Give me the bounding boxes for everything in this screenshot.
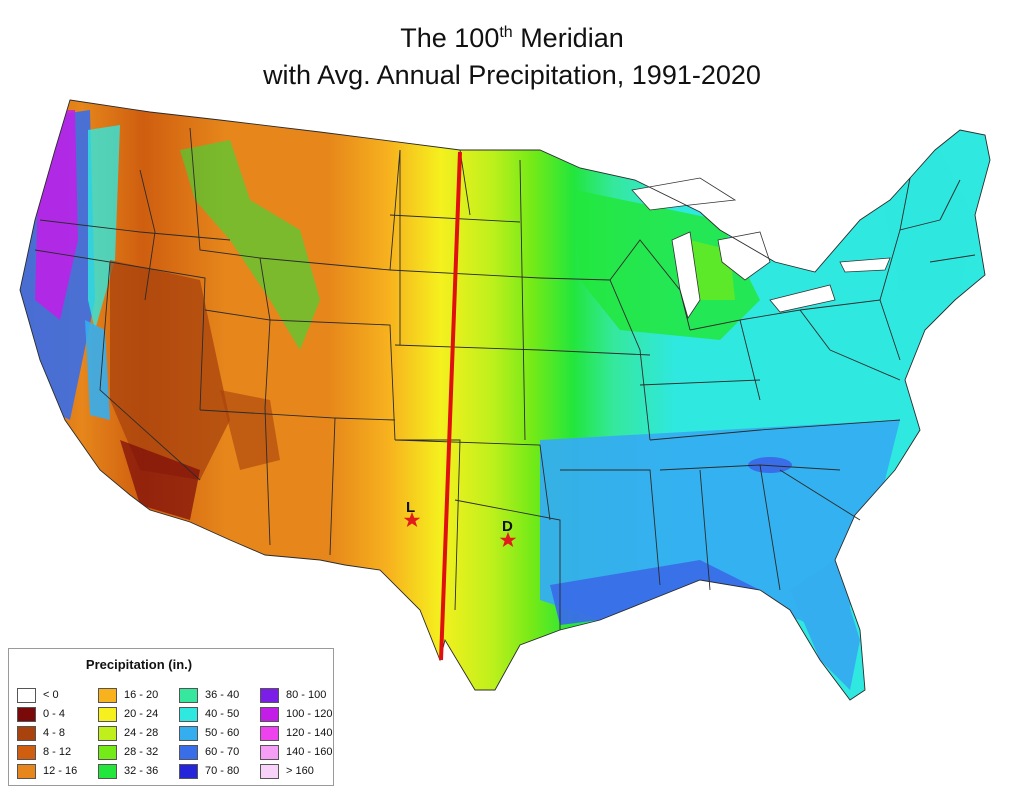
legend-item: > 160 <box>260 763 341 779</box>
legend-item: 80 - 100 <box>260 687 341 703</box>
legend-swatch <box>179 706 198 722</box>
marker-d-label: D <box>502 518 513 535</box>
legend-item: 8 - 12 <box>17 744 98 760</box>
legend-item: 70 - 80 <box>179 763 260 779</box>
legend-swatch <box>179 725 198 741</box>
legend-title: Precipitation (in.) <box>85 657 193 672</box>
legend-item: 100 - 120 <box>260 706 341 722</box>
legend-swatch <box>260 725 279 741</box>
legend-label: 100 - 120 <box>286 708 333 720</box>
star-icon <box>403 512 421 527</box>
legend-item: 120 - 140 <box>260 725 341 741</box>
legend-label: 80 - 100 <box>286 689 327 701</box>
star-icon <box>499 532 517 547</box>
legend-label: 24 - 28 <box>124 727 159 739</box>
legend-swatch <box>98 763 117 779</box>
legend-label: 28 - 32 <box>124 746 159 758</box>
legend-item: 36 - 40 <box>179 687 260 703</box>
legend-swatch <box>98 687 117 703</box>
title-line2: with Avg. Annual Precipitation, 1991-202… <box>263 60 761 90</box>
legend-item: 40 - 50 <box>179 706 260 722</box>
title-line1-sup: th <box>499 24 513 41</box>
legend-swatch <box>179 744 198 760</box>
legend-label: 8 - 12 <box>43 746 72 758</box>
great-lakes <box>631 177 891 319</box>
legend-label: < 0 <box>43 689 59 701</box>
map-title: The 100th Meridian with Avg. Annual Prec… <box>0 14 1024 94</box>
legend-swatch <box>98 706 117 722</box>
legend-item: 50 - 60 <box>179 725 260 741</box>
legend-label: 16 - 20 <box>124 689 159 701</box>
legend-swatch <box>179 687 198 703</box>
legend-label: 40 - 50 <box>205 708 240 720</box>
legend-label: 120 - 140 <box>286 727 333 739</box>
precipitation-field <box>20 100 990 700</box>
marker-d: D <box>499 518 517 547</box>
legend-label: 60 - 70 <box>205 746 240 758</box>
legend-label: 36 - 40 <box>205 689 240 701</box>
state-borders <box>19 99 991 701</box>
legend-item: 28 - 32 <box>98 744 179 760</box>
legend-swatch <box>98 725 117 741</box>
legend-swatch <box>260 763 279 779</box>
legend-item: 16 - 20 <box>98 687 179 703</box>
legend-item: < 0 <box>17 687 98 703</box>
legend-swatch <box>260 687 279 703</box>
legend-grid: < 0 16 - 20 36 - 40 80 - 100 0 - 4 20 - … <box>17 687 341 779</box>
legend-item: 32 - 36 <box>98 763 179 779</box>
legend-label: 50 - 60 <box>205 727 240 739</box>
legend-swatch <box>17 687 36 703</box>
legend-swatch <box>260 706 279 722</box>
legend-label: 4 - 8 <box>43 727 66 739</box>
legend-swatch <box>17 744 36 760</box>
legend-item: 20 - 24 <box>98 706 179 722</box>
legend-label: 12 - 16 <box>43 765 78 777</box>
legend-swatch <box>17 706 36 722</box>
legend-swatch <box>17 725 36 741</box>
title-line1-before: The 100 <box>400 23 500 53</box>
marker-l-label: L <box>406 499 415 516</box>
marker-l: L <box>403 499 421 527</box>
meridian-line <box>439 151 462 661</box>
legend-swatch <box>98 744 117 760</box>
legend-swatch <box>260 744 279 760</box>
legend-swatch <box>17 763 36 779</box>
legend-item: 60 - 70 <box>179 744 260 760</box>
legend: Precipitation (in.) < 0 16 - 20 36 - 40 … <box>8 648 334 786</box>
legend-item: 24 - 28 <box>98 725 179 741</box>
legend-item: 4 - 8 <box>17 725 98 741</box>
legend-item: 12 - 16 <box>17 763 98 779</box>
legend-label: 32 - 36 <box>124 765 159 777</box>
legend-swatch <box>179 763 198 779</box>
legend-label: 140 - 160 <box>286 746 333 758</box>
legend-label: > 160 <box>286 765 314 777</box>
legend-label: 70 - 80 <box>205 765 240 777</box>
legend-item: 140 - 160 <box>260 744 341 760</box>
title-line1-after: Meridian <box>512 23 624 53</box>
legend-label: 20 - 24 <box>124 708 159 720</box>
legend-item: 0 - 4 <box>17 706 98 722</box>
legend-label: 0 - 4 <box>43 708 66 720</box>
